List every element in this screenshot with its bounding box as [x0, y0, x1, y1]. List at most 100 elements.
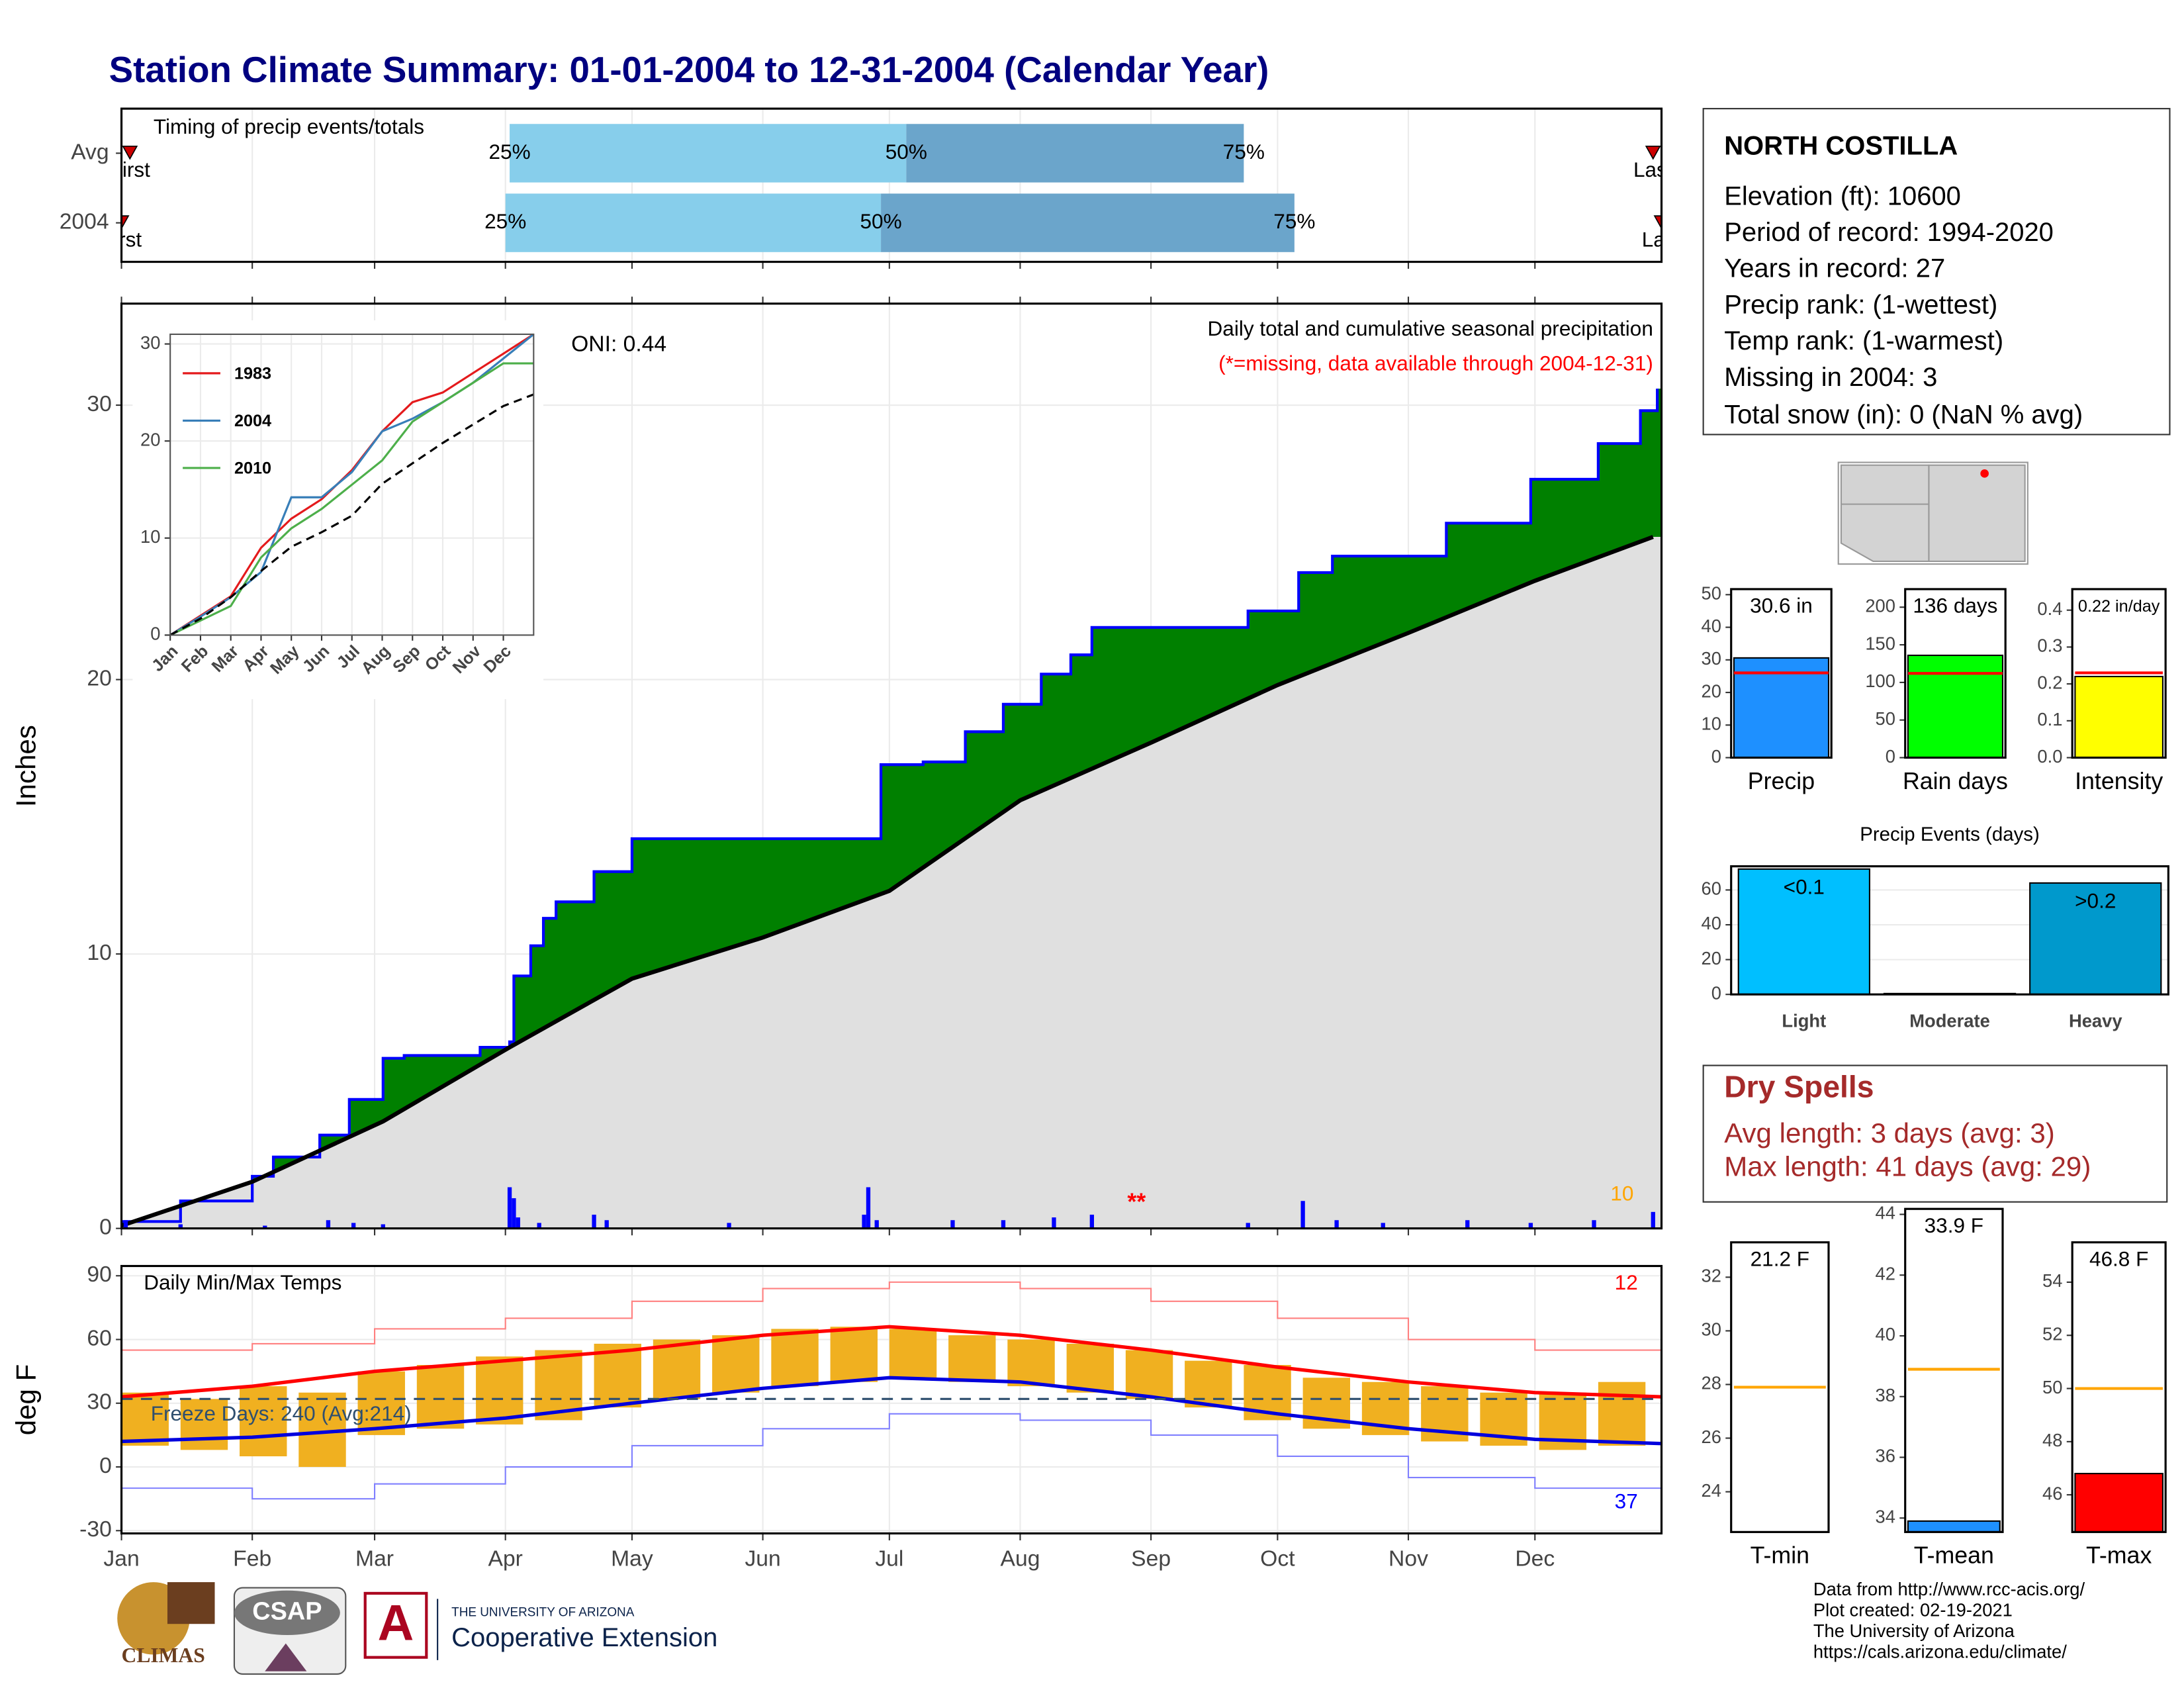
info-box	[1702, 108, 2171, 436]
logo-text: A	[378, 1595, 414, 1651]
annotation: Daily total and cumulative seasonal prec…	[1208, 316, 1653, 340]
normal-line	[121, 1376, 1662, 1446]
chart-title: Daily Min/Max Temps	[144, 1270, 341, 1294]
plot-frame	[169, 333, 535, 636]
annotation: **	[1127, 1188, 1146, 1215]
legend-label: 2010	[234, 459, 271, 478]
series-line	[170, 362, 534, 635]
quartile-label: 25%	[488, 140, 530, 164]
x-tick-label: Jan	[103, 1546, 139, 1571]
record-line	[121, 1413, 1662, 1500]
y-tick-label: 0	[99, 1454, 112, 1478]
x-tick-label: Oct	[1260, 1546, 1295, 1571]
daily-bar	[1001, 1220, 1006, 1229]
daily-bar	[123, 1220, 128, 1229]
logo-text: CSAP	[252, 1597, 322, 1625]
credit: Plot created: 02-19-2021	[1813, 1600, 2013, 1620]
credit: The University of Arizona	[1813, 1620, 2015, 1641]
annotation: 37	[1615, 1489, 1638, 1513]
chart-title: Precip Events (days)	[1860, 823, 2040, 845]
daily-bar	[950, 1220, 955, 1229]
daily-range	[416, 1365, 465, 1429]
daily-range	[1125, 1350, 1173, 1399]
daily-range	[240, 1386, 287, 1456]
y-tick-label: 40	[1702, 616, 1721, 636]
logo-text: THE UNIVERSITY OF ARIZONA	[451, 1605, 635, 1619]
y-tick-label: 0.0	[2037, 746, 2062, 767]
daily-range	[357, 1371, 405, 1435]
value-label: 136 days	[1913, 594, 1997, 618]
logo-text: Cooperative Extension	[451, 1623, 717, 1652]
average-line	[121, 535, 1654, 1228]
category-label: T-mean	[1914, 1542, 1994, 1569]
y-tick-label: 0.2	[2037, 672, 2062, 692]
bar-label: >0.2	[2075, 889, 2116, 913]
y-tick-label: 48	[2042, 1430, 2062, 1450]
daily-range	[1007, 1339, 1055, 1387]
dry-spells-line: Max length: 41 days (avg: 29)	[1724, 1150, 2091, 1182]
y-tick-label: 20	[1702, 948, 1721, 968]
info-line: Temp rank: (1-warmest)	[1724, 326, 2003, 355]
cumulative-line	[121, 389, 1659, 1223]
y-tick-label: 60	[87, 1326, 111, 1350]
timing-bar	[881, 193, 1295, 252]
y-tick-label: 42	[1876, 1263, 1895, 1284]
y-tick-label: 0.4	[2037, 598, 2062, 619]
daily-range	[889, 1329, 937, 1378]
locator-map	[1837, 461, 2028, 565]
x-tick-label: Jun	[745, 1546, 780, 1571]
y-tick-label: 34	[1876, 1506, 1895, 1526]
daily-range	[1066, 1343, 1115, 1393]
value-label: 21.2 F	[1751, 1246, 1809, 1270]
timing-bar	[505, 193, 882, 252]
plot-frame	[120, 1264, 1663, 1535]
plot-frame	[120, 303, 1663, 1230]
x-tick-label: Jul	[875, 1546, 903, 1571]
daily-bar	[727, 1223, 731, 1229]
annotation: ONI: 0.44	[571, 332, 666, 357]
logos: CLIMAS CSAP A THE UNIVERSITY OF ARIZONA …	[117, 1582, 717, 1675]
value-label: 0.22 in/day	[2078, 597, 2160, 616]
bar	[1907, 1520, 2001, 1532]
y-tick-label: 20	[87, 666, 111, 690]
y-tick-label: 0	[1711, 746, 1721, 767]
daily-range	[771, 1329, 819, 1387]
daily-range	[476, 1356, 523, 1425]
daily-bar	[537, 1223, 541, 1229]
plot-frame	[2071, 1241, 2167, 1533]
y-tick-label: 60	[1702, 878, 1721, 899]
legend-label: 2004	[234, 412, 271, 430]
annotation: Freeze Days: 240 (Avg:214)	[151, 1401, 412, 1425]
end-marker	[121, 215, 130, 230]
y-tick-label: 150	[1865, 633, 1895, 653]
y-tick-label: 32	[1702, 1266, 1721, 1286]
y-tick-label: -30	[79, 1517, 112, 1542]
daily-bar	[1052, 1217, 1056, 1229]
record-line	[121, 1281, 1662, 1354]
y-tick-label: 30	[1702, 648, 1721, 669]
info-line: Total snow (in): 0 (NaN % avg)	[1724, 400, 2083, 430]
row-label: 2004	[60, 210, 109, 234]
y-tick-label: 30	[1702, 1319, 1721, 1340]
timing-bar	[510, 124, 907, 183]
end-label: First	[101, 227, 142, 251]
quartile-label: 50%	[860, 209, 902, 233]
category-label: Heavy	[2069, 1011, 2122, 1031]
y-tick-label: 44	[1876, 1203, 1895, 1223]
average-area	[121, 537, 1662, 1229]
info-line: Precip rank: (1-wettest)	[1724, 290, 1997, 319]
y-tick-label: 24	[1702, 1480, 1721, 1501]
y-tick-label: 30	[87, 1390, 111, 1415]
info-line: Period of record: 1994-2020	[1724, 218, 2054, 247]
y-tick-label: 0	[150, 624, 160, 644]
value-label: 33.9 F	[1925, 1213, 1983, 1237]
series-line	[170, 393, 534, 635]
end-marker	[122, 146, 138, 160]
daily-bar	[1300, 1201, 1305, 1229]
category-label: Intensity	[2075, 768, 2163, 794]
y-tick-label: 10	[1702, 714, 1721, 734]
plot-frame	[1730, 1241, 1830, 1533]
row-label: Avg	[71, 140, 109, 164]
daily-bar	[516, 1217, 520, 1229]
credit: https://cals.arizona.edu/climate/	[1813, 1642, 2067, 1662]
